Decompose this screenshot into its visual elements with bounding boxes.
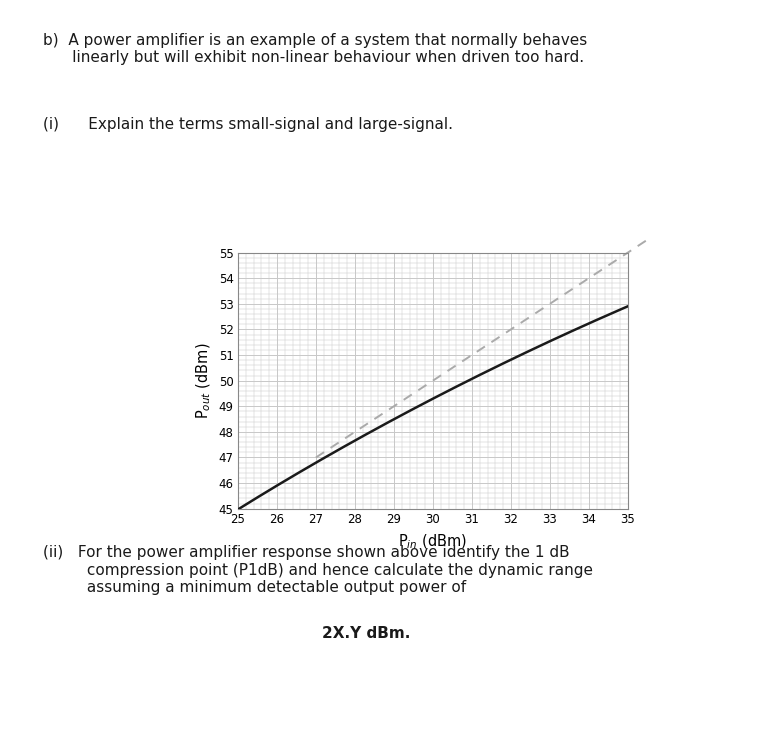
Text: b)  A power amplifier is an example of a system that normally behaves
      line: b) A power amplifier is an example of a … — [43, 33, 587, 65]
Text: (ii)   For the power amplifier response shown above identify the 1 dB
         c: (ii) For the power amplifier response sh… — [43, 545, 593, 595]
Text: 2X.Y dBm.: 2X.Y dBm. — [322, 626, 410, 641]
X-axis label: P$_{in}$ (dBm): P$_{in}$ (dBm) — [399, 533, 467, 551]
Y-axis label: P$_{out}$ (dBm): P$_{out}$ (dBm) — [195, 343, 213, 419]
Text: (i)      Explain the terms small-signal and large-signal.: (i) Explain the terms small-signal and l… — [43, 117, 453, 132]
